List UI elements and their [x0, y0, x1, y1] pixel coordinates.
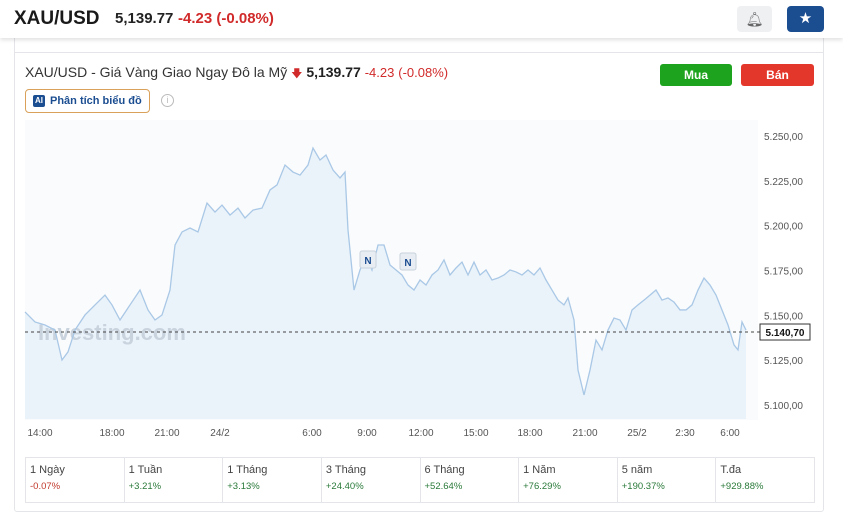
- period-change: +76.29%: [523, 481, 561, 492]
- period-change: -0.07%: [30, 481, 61, 492]
- x-tick-label: 21:00: [154, 428, 179, 439]
- period-label: 1 Tháng: [227, 464, 268, 476]
- x-tick-label: 18:00: [517, 428, 542, 439]
- y-tick-label: 5.100,00: [764, 401, 803, 412]
- x-tick-label: 24/2: [210, 428, 230, 439]
- current-price-label: 5.140,70: [766, 328, 805, 339]
- price-chart[interactable]: Investing.com 5.140,705.250,005.225,005.2…: [0, 0, 843, 445]
- x-tick-label: 21:00: [572, 428, 597, 439]
- period-change: +190.37%: [621, 481, 665, 492]
- ai-analysis-button[interactable]: AI Phân tích biểu đồ: [25, 89, 150, 113]
- x-tick-label: 14:00: [27, 428, 52, 439]
- y-tick-label: 5.125,00: [764, 356, 803, 367]
- news-marker-label: N: [404, 258, 411, 269]
- x-tick-label: 6:00: [720, 428, 740, 439]
- period-label: T.đa: [720, 464, 742, 476]
- news-marker[interactable]: [359, 250, 377, 269]
- down-arrow-icon: 🡇: [291, 68, 303, 80]
- period-label: 5 năm: [621, 464, 653, 476]
- instrument-price: 5,139.77: [306, 64, 361, 80]
- performance-cell[interactable]: 1 Tuần +3.21%: [125, 458, 224, 502]
- period-change: +3.13%: [227, 481, 260, 492]
- header-price: 5,139.77: [115, 10, 174, 27]
- y-tick-label: 5.175,00: [764, 267, 803, 278]
- chart-toolbar: [15, 31, 823, 53]
- period-label: 1 Năm: [523, 464, 556, 476]
- performance-cell[interactable]: 3 Tháng +24.40%: [322, 458, 421, 502]
- y-tick-label: 5.250,00: [764, 132, 803, 143]
- performance-cell[interactable]: 1 Năm +76.29%: [519, 458, 618, 502]
- x-tick-label: 9:00: [357, 428, 377, 439]
- header-bar: XAU/USD 5,139.77 -4.23 (-0.08%) 🔔︎ ★: [0, 0, 843, 38]
- y-tick-label: 5.200,00: [764, 222, 803, 233]
- x-tick-label: 6:00: [302, 428, 322, 439]
- x-tick-label: 18:00: [99, 428, 124, 439]
- x-tick-label: 15:00: [463, 428, 488, 439]
- instrument-title: XAU/USD - Giá Vàng Giao Ngay Đô la Mỹ 🡇 …: [25, 64, 449, 80]
- x-tick-label: 12:00: [408, 428, 433, 439]
- info-icon[interactable]: i: [161, 94, 174, 107]
- period-label: 6 Tháng: [424, 464, 465, 476]
- symbol: XAU/USD: [14, 8, 100, 29]
- star-icon: ★: [798, 10, 813, 27]
- period-change: +52.64%: [424, 481, 463, 492]
- performance-cell[interactable]: 6 Tháng +52.64%: [421, 458, 520, 502]
- add-alert-button[interactable]: 🔔︎: [737, 6, 772, 32]
- ai-icon: AI: [33, 95, 45, 107]
- performance-cell[interactable]: 1 Tháng +3.13%: [223, 458, 322, 502]
- current-price-tag: [759, 323, 811, 341]
- watchlist-button[interactable]: ★: [787, 6, 824, 32]
- bell-plus-icon: 🔔︎: [745, 11, 764, 27]
- x-tick-label: 25/2: [627, 428, 647, 439]
- price-line: [24, 146, 747, 396]
- x-tick-label: 2:30: [675, 428, 695, 439]
- period-change: +3.21%: [128, 481, 162, 492]
- y-tick-label: 5.225,00: [764, 177, 803, 188]
- y-tick-label: 5.150,00: [764, 311, 803, 322]
- performance-cell[interactable]: 1 Ngày -0.07%: [26, 458, 125, 502]
- header-change: -4.23 (-0.08%): [178, 10, 274, 27]
- period-label: 3 Tháng: [325, 464, 367, 476]
- instrument-change-pct: (-0.08%): [398, 65, 449, 80]
- period-label: 1 Tuần: [128, 464, 163, 476]
- performance-table: 1 Ngày -0.07% 1 Tuần +3.21% 1 Tháng +3.13% 3 T…: [25, 457, 815, 503]
- news-marker-label: N: [364, 256, 371, 267]
- news-marker[interactable]: [399, 252, 417, 271]
- instrument-change: -4.23: [364, 65, 395, 80]
- price-area-fill: [25, 148, 746, 420]
- period-change: +24.40%: [325, 481, 364, 492]
- buy-button[interactable]: Mua: [660, 64, 732, 86]
- performance-cell[interactable]: T.đa +929.88%: [716, 458, 814, 502]
- sell-button[interactable]: Bán: [741, 64, 814, 86]
- performance-cell[interactable]: 5 năm +190.37%: [618, 458, 717, 502]
- period-label: 1 Ngày: [30, 464, 65, 476]
- period-change: +929.88%: [720, 481, 764, 492]
